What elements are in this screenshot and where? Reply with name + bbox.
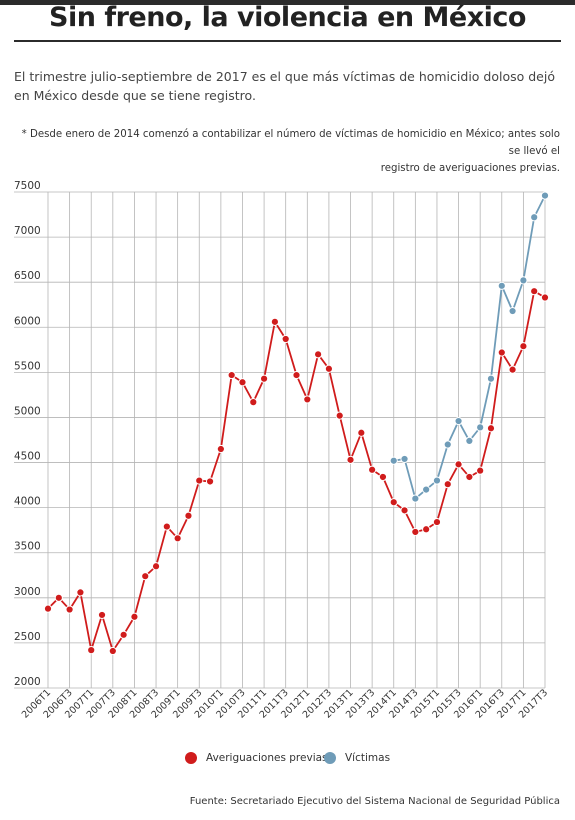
footnote-line-2: registro de averiguaciones previas. [380, 163, 560, 174]
legend-label-victimas: Víctimas [345, 752, 391, 764]
y-tick-label: 6000 [14, 315, 41, 327]
data-point-averiguaciones [54, 593, 63, 602]
legend: Averiguaciones previas Víctimas [0, 752, 575, 772]
subtitle: El trimestre julio-septiembre de 2017 es… [14, 69, 555, 103]
data-point-averiguaciones [281, 334, 290, 344]
data-point-averiguaciones [486, 424, 496, 433]
data-point-averiguaciones [151, 562, 161, 571]
data-point-averiguaciones [65, 605, 74, 614]
legend-label-averiguaciones: Averiguaciones previas [206, 752, 328, 764]
data-point-averiguaciones [519, 342, 528, 351]
data-point-victimas [465, 436, 474, 446]
data-point-averiguaciones [173, 534, 182, 543]
data-point-averiguaciones [400, 506, 409, 515]
data-point-averiguaciones [389, 498, 398, 507]
data-point-victimas [476, 423, 485, 432]
data-point-averiguaciones [270, 317, 279, 326]
data-point-averiguaciones [411, 527, 420, 537]
line-chart: 2000 2500 3000 3500 4000 4500 5000 5500 6000 6500… [14, 180, 550, 721]
data-point-averiguaciones [130, 612, 139, 621]
y-tick-label: 5000 [14, 405, 41, 417]
data-point-averiguaciones [119, 630, 128, 639]
top-bar [0, 0, 575, 5]
data-point-averiguaciones [216, 444, 225, 454]
data-point-victimas [422, 485, 431, 494]
y-tick-label: 2000 [14, 676, 41, 688]
data-point-averiguaciones [141, 572, 150, 581]
data-point-averiguaciones [324, 364, 334, 373]
data-point-victimas [497, 281, 506, 290]
data-point-averiguaciones [497, 348, 506, 357]
data-point-averiguaciones [476, 466, 485, 475]
data-point-averiguaciones [259, 374, 269, 383]
series-line-averiguaciones [47, 290, 546, 652]
data-point-victimas [411, 494, 420, 503]
data-point-averiguaciones [249, 398, 258, 407]
y-tick-label: 2500 [14, 631, 41, 643]
data-point-victimas [530, 213, 539, 222]
data-point-victimas [400, 454, 409, 464]
data-point-averiguaciones [184, 511, 193, 520]
data-point-averiguaciones [530, 287, 539, 296]
data-point-averiguaciones [195, 476, 204, 485]
page-title: Sin freno, la violencia en México [49, 2, 526, 33]
data-point-averiguaciones [357, 428, 366, 437]
y-tick-label: 3000 [14, 586, 41, 598]
footnote: * Desde enero de 2014 comenzó a contabil… [14, 126, 560, 177]
data-point-averiguaciones [465, 472, 474, 482]
data-point-victimas [443, 440, 452, 449]
y-tick-label: 6500 [14, 270, 41, 282]
source-note: Fuente: Secretariado Ejecutivo del Siste… [189, 796, 560, 807]
data-point-averiguaciones [292, 370, 301, 380]
data-point-victimas [432, 476, 442, 485]
data-point-averiguaciones [108, 646, 117, 656]
y-tick-label: 4000 [14, 496, 41, 508]
data-point-averiguaciones [422, 525, 431, 534]
data-point-averiguaciones [205, 477, 215, 486]
data-point-averiguaciones [97, 610, 107, 620]
data-point-averiguaciones [227, 370, 236, 380]
data-point-victimas [519, 276, 528, 285]
data-point-victimas [389, 456, 398, 465]
legend-item-victimas: Víctimas [324, 752, 390, 764]
data-point-averiguaciones [540, 293, 550, 302]
y-tick-label: 7500 [14, 180, 41, 192]
y-tick-label: 7000 [14, 225, 41, 237]
y-tick-label: 5500 [14, 360, 41, 372]
data-point-victimas [508, 306, 517, 316]
data-point-averiguaciones [443, 480, 452, 489]
y-tick-label: 4500 [14, 451, 41, 463]
legend-item-averiguaciones: Averiguaciones previas [185, 752, 328, 764]
title-rule [14, 40, 561, 42]
legend-swatch-victimas [324, 752, 336, 764]
legend-swatch-averiguaciones [185, 752, 197, 764]
data-point-averiguaciones [335, 411, 344, 420]
footnote-line-1: * Desde enero de 2014 comenzó a contabil… [21, 129, 560, 157]
data-point-victimas [454, 416, 463, 426]
data-point-averiguaciones [432, 517, 442, 527]
data-point-averiguaciones [238, 378, 247, 387]
series [43, 191, 550, 656]
data-point-averiguaciones [43, 604, 53, 613]
data-point-averiguaciones [303, 395, 312, 404]
data-point-averiguaciones [162, 522, 171, 531]
data-point-averiguaciones [378, 472, 388, 482]
data-point-averiguaciones [346, 455, 355, 464]
data-point-averiguaciones [454, 460, 463, 469]
data-point-averiguaciones [314, 350, 323, 359]
grid [14, 191, 546, 689]
data-point-averiguaciones [87, 646, 96, 655]
data-point-averiguaciones [368, 465, 377, 474]
data-point-victimas [486, 374, 496, 383]
data-point-victimas [540, 191, 550, 200]
data-point-averiguaciones [508, 365, 517, 374]
y-tick-label: 3500 [14, 541, 41, 553]
data-point-averiguaciones [76, 588, 85, 597]
